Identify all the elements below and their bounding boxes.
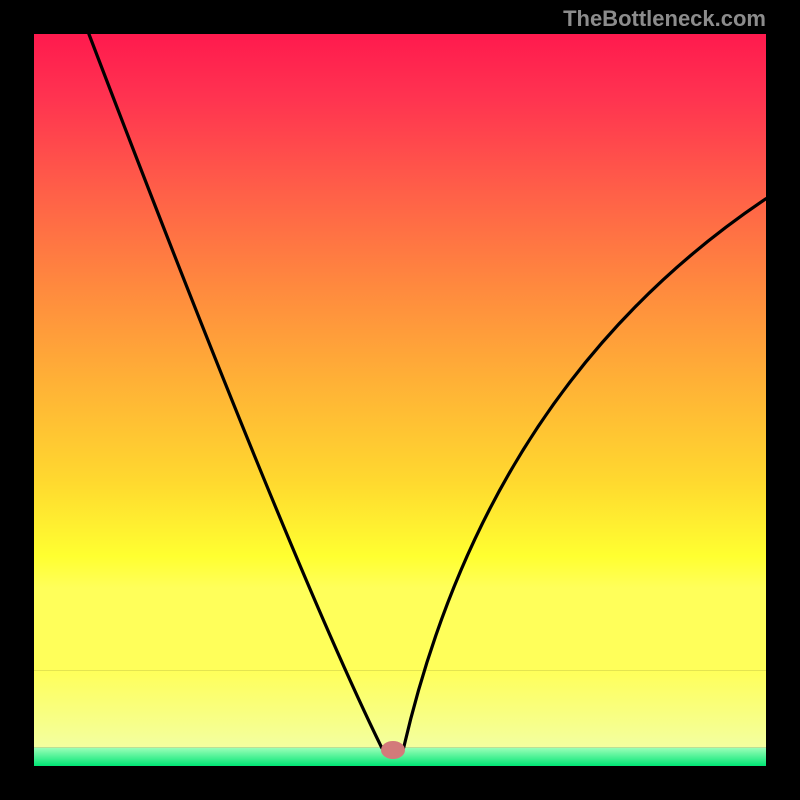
bottleneck-curve-right: [404, 199, 766, 748]
chart-canvas: TheBottleneck.com: [0, 0, 800, 800]
bottleneck-curve-left: [89, 34, 382, 748]
watermark-text: TheBottleneck.com: [563, 6, 766, 32]
curve-layer: [0, 0, 800, 800]
minimum-marker: [381, 741, 405, 759]
